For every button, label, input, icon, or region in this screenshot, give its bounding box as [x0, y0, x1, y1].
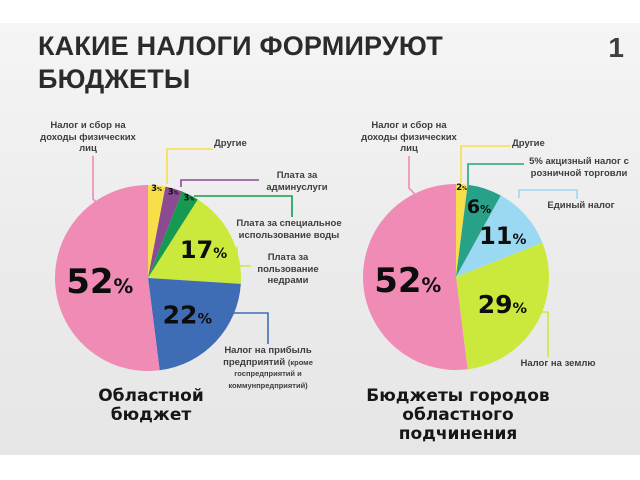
page-title: КАКИЕ НАЛОГИ ФОРМИРУЮТ БЮДЖЕТЫ [38, 30, 558, 96]
callout-admin-fees: Плата за админуслуги [266, 170, 328, 193]
callout-profit-tax-main: Налог на прибыль предприятий [223, 345, 312, 368]
callout-income-tax-left: Налог и сбор на доходы физических лиц [40, 120, 136, 154]
right-caption-line1: Бюджеты городов [366, 386, 550, 406]
callout-other-right: Другие [512, 138, 545, 149]
page-title-line2: БЮДЖЕТЫ [38, 64, 191, 94]
page-number: 1 [608, 32, 624, 63]
right-caption-line3: подчинения [398, 424, 518, 444]
right-caption-line2: областного [402, 405, 514, 425]
callout-excise-tax: 5% акцизный налог с розничной торговли [529, 156, 629, 179]
callout-other-left: Другие [214, 138, 247, 149]
left-caption-line1: Областной [98, 386, 204, 406]
right-chart-caption: Бюджеты городов областного подчинения [363, 387, 553, 444]
page-title-line1: КАКИЕ НАЛОГИ ФОРМИРУЮТ [38, 31, 443, 61]
callout-single-tax: Единый налог [547, 200, 615, 211]
callout-subsoil-use: Плата за пользование недрами [257, 252, 319, 286]
left-caption-line2: бюджет [110, 405, 192, 425]
callout-profit-tax-note: (кроме госпредприятий и коммунпредприяти… [228, 357, 313, 390]
left-chart-caption: Областной бюджет [66, 387, 236, 425]
callout-land-tax: Налог на землю [520, 358, 596, 369]
callout-water-use: Плата за специальное использование воды [236, 218, 342, 241]
callout-income-tax-right: Налог и сбор на доходы физических лиц [361, 120, 457, 154]
callout-profit-tax: Налог на прибыль предприятий (кроме госп… [211, 345, 325, 391]
